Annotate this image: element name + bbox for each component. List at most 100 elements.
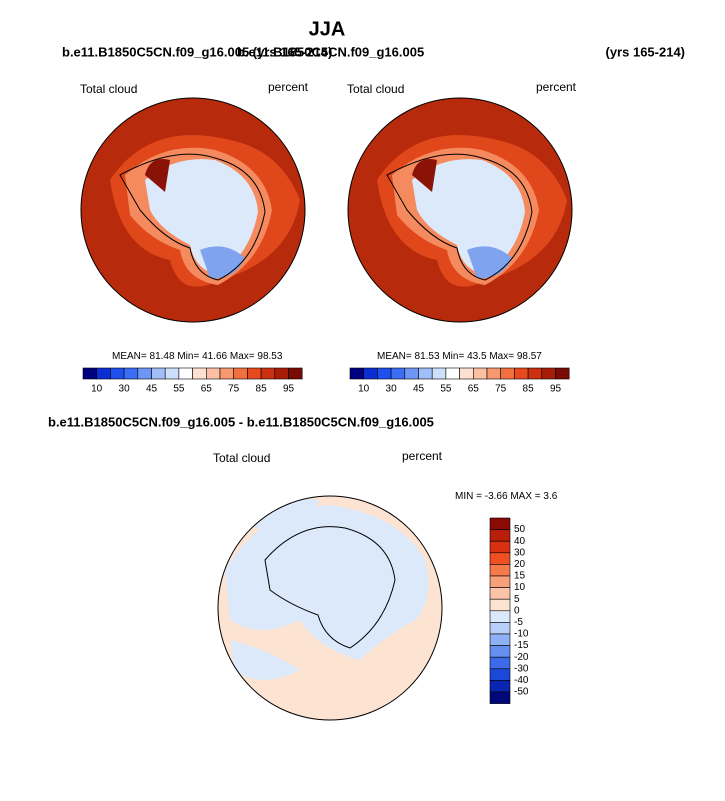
stats: MIN = -3.66 MAX = 3.6 [455,491,558,502]
text: -3.66 [485,491,508,502]
text: Min= [177,351,199,362]
colorbar-box [555,367,570,380]
colorbar-label: 10 [91,384,103,395]
colorbar-label: 45 [146,384,158,395]
variable-label: Total cloud [80,82,137,96]
units-label: percent [402,449,443,463]
colorbar-label: 50 [514,524,526,535]
colorbar-box [489,656,511,670]
colorbar-box [178,367,193,380]
colorbar-label: 55 [173,384,185,395]
colorbar-box [489,668,511,681]
colorbar-box [206,367,221,380]
years-label: (yrs 165-214) [606,44,686,59]
colorbar-label: -50 [514,687,529,698]
colorbar-box [489,622,511,635]
text: MEAN= [377,351,412,362]
map [81,98,305,322]
colorbar-label: -10 [514,629,529,640]
colorbar-box [274,367,289,380]
colorbar-box [489,517,511,530]
colorbar-box [472,367,488,380]
colorbar-box [151,367,166,380]
colorbar-box [514,367,529,380]
colorbar-box [192,367,207,380]
text: 43.5 [467,351,487,362]
colorbar-label: 95 [283,384,295,395]
colorbar: 10 30 45 55 65 75 85 95 [82,367,303,395]
colorbar-box [489,552,511,565]
units-label: percent [536,80,577,94]
colorbar-box [527,367,543,380]
text: 81.48 [150,351,175,362]
colorbar-label: 30 [514,547,526,558]
colorbar-label: 45 [413,384,425,395]
units-label: percent [268,80,309,94]
colorbar-box [486,367,501,380]
map [348,98,572,322]
colorbar-label: 20 [514,559,526,570]
text: MIN = [455,491,482,502]
colorbar-box [445,367,460,380]
difference-title: b.e11.B1850C5CN.f09_g16.005 - b.e11.B185… [48,414,434,429]
title: JJA [309,18,346,40]
colorbar-label: 40 [514,536,526,547]
colorbar-box [489,610,511,623]
text: 81.53 [415,351,440,362]
colorbar-box [489,575,511,588]
colorbar-box [247,367,262,380]
colorbar-box [489,587,511,600]
colorbar-box [489,645,511,658]
text: Max= [230,351,255,362]
colorbar-label: 55 [440,384,452,395]
colorbar-label: 30 [119,384,131,395]
colorbar-box [137,367,152,380]
colorbar-label: 75 [495,384,507,395]
colorbar-box [489,633,511,646]
colorbar-label: 30 [386,384,398,395]
map [218,496,442,720]
text: 98.57 [517,351,542,362]
colorbar-box [164,367,180,380]
colorbar-label: 65 [468,384,480,395]
colorbar-label: -30 [514,663,529,674]
colorbar-box [110,367,125,380]
text: Min= [442,351,464,362]
map-border [80,97,306,323]
colorbar-label: 65 [201,384,213,395]
case-label: b.e11.B1850C5CN.f09_g16.005 (yrs 165-214… [62,44,332,59]
text: 41.66 [202,351,227,362]
colorbar-label: 10 [514,582,526,593]
colorbar-label: 75 [228,384,240,395]
colorbar-box [349,367,364,380]
colorbar-box [489,598,511,612]
colorbar-label: -40 [514,675,529,686]
text: Max= [489,351,514,362]
variable-label: Total cloud [213,451,270,465]
colorbar-box [489,680,511,693]
stats: MEAN= 81.48 Min= 41.66 Max= 98.53 [112,351,283,362]
colorbar-box [541,367,556,380]
colorbar-box [489,691,511,704]
colorbar-label: -15 [514,640,529,651]
case-label: b.e11.B1850C5CN.f09_g16.005 [237,44,424,59]
colorbar-box [260,367,276,380]
colorbar-box [288,367,303,380]
colorbar-box [233,367,248,380]
colorbar-label: -20 [514,652,529,663]
colorbar-label: 5 [514,594,520,605]
colorbar-box [500,367,515,380]
colorbar-label: 85 [523,384,535,395]
colorbar-box [489,564,511,577]
colorbar-box [96,367,111,380]
colorbar-box [363,367,378,380]
colorbar-box [377,367,392,380]
colorbar-label: 0 [514,605,520,616]
text: MEAN= [112,351,147,362]
colorbar-box [489,540,511,554]
colorbar-label: -5 [514,617,523,628]
colorbar-box [390,367,406,380]
text: MAX = [510,491,540,502]
